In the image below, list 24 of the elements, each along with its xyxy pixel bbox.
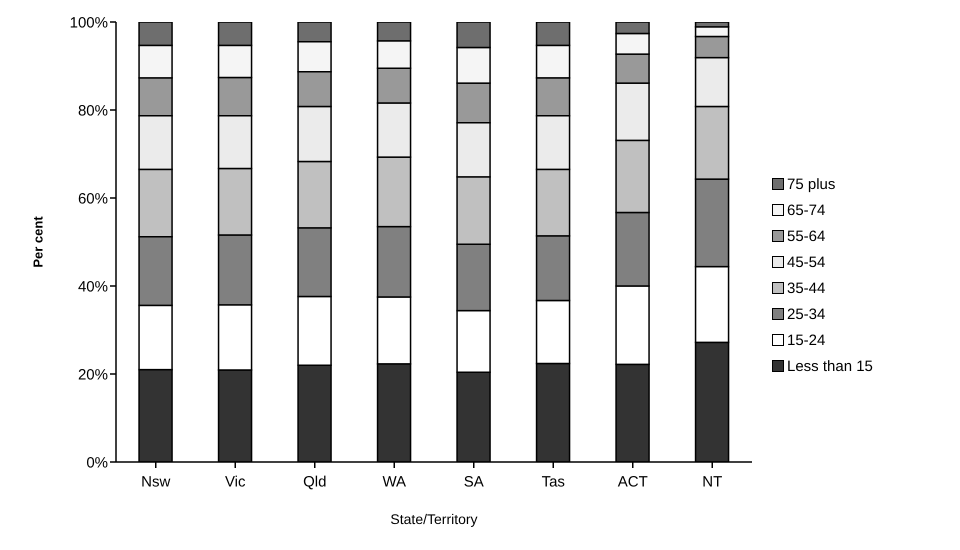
y-tick-label: 40% <box>78 278 108 296</box>
x-tick-label: SA <box>464 474 484 491</box>
x-tick-label: Tas <box>542 474 565 491</box>
legend-label: 15-24 <box>787 332 826 348</box>
y-axis-title: Per cent <box>30 216 46 268</box>
legend-label: Less than 15 <box>787 358 873 374</box>
x-tick-label: Vic <box>224 474 246 491</box>
legend-label: 25-34 <box>787 306 826 322</box>
x-axis-title: State/Territory <box>390 511 478 527</box>
y-tick-label: 0% <box>86 454 108 472</box>
legend-label: 35-44 <box>787 280 826 296</box>
legend-label: 75 plus <box>787 176 836 192</box>
x-tick-label: Qld <box>303 474 326 491</box>
y-tick-label: 80% <box>78 102 108 120</box>
x-tick-label: ACT <box>618 474 648 491</box>
y-tick-label: 60% <box>78 190 108 208</box>
x-tick-label: NT <box>702 474 722 491</box>
legend-label: 45-54 <box>787 254 826 270</box>
legend-label: 55-64 <box>787 228 826 244</box>
y-tick-label: 20% <box>78 366 108 384</box>
x-tick-label: WA <box>382 474 406 491</box>
y-tick-label: 100% <box>70 14 108 32</box>
x-tick-label: Nsw <box>141 474 170 491</box>
legend-label: 65-74 <box>787 202 826 218</box>
